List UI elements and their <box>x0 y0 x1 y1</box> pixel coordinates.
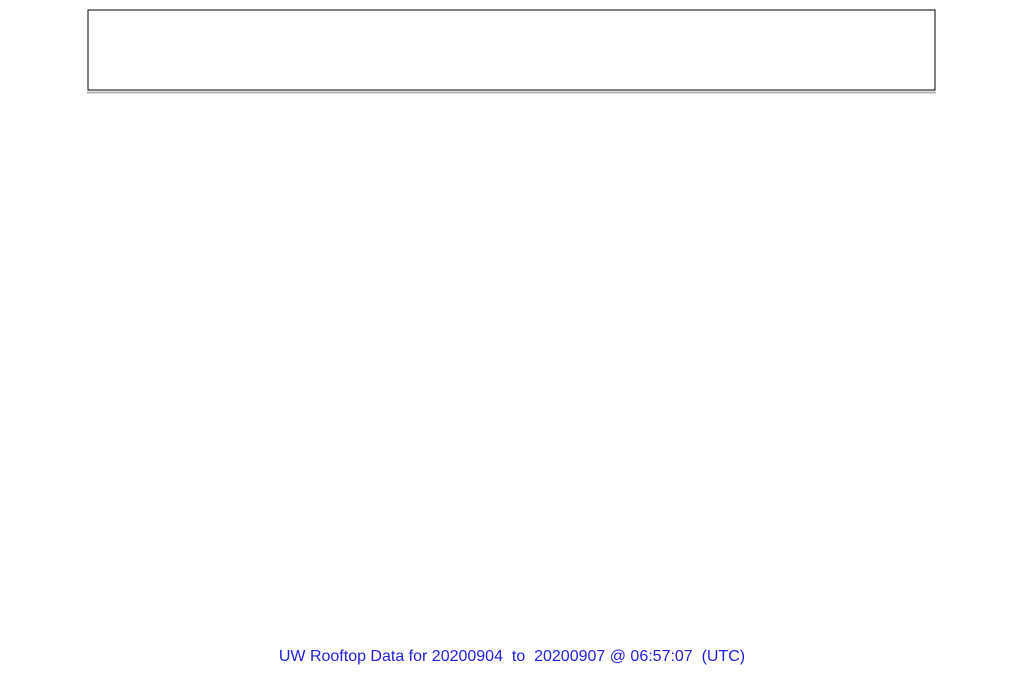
figure-title: UW Rooftop Data for 20200904 to 20200907… <box>278 648 746 665</box>
